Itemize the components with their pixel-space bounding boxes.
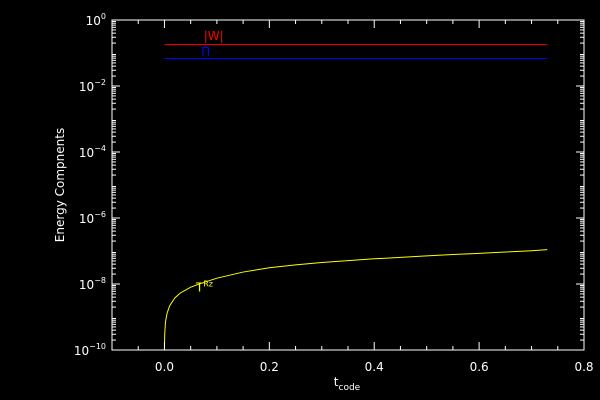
series-label-w: |W| (204, 29, 224, 43)
x-axis-label: tcode (334, 375, 361, 393)
x-axis-label-main: t (334, 375, 339, 389)
y-tick-label: 10−10 (74, 342, 106, 358)
y-tick-label: 100 (86, 12, 106, 28)
x-tick-label: 0.6 (470, 360, 489, 374)
series-label-series: Π (201, 45, 210, 59)
y-tick-label: 10−4 (79, 144, 106, 160)
x-axis-label-subscript: code (339, 383, 361, 393)
y-tick-label: 10−6 (79, 210, 106, 226)
series-line-t (163, 249, 548, 351)
y-tick-label: 10−2 (79, 78, 106, 94)
y-axis-label: Energy Compnents (53, 128, 67, 242)
x-tick-label: 0.4 (365, 360, 384, 374)
series-layer: |W| Π TRz (163, 29, 548, 351)
x-tick-label: 0.8 (574, 360, 593, 374)
tick-layer: 0.0 0.2 0.4 0.6 0.8 10−10 10−8 10−6 10−4 10−2 100 (74, 12, 594, 374)
y-tick-label: 10−8 (79, 276, 106, 292)
x-tick-label: 0.2 (260, 360, 279, 374)
x-tick-label: 0.0 (155, 360, 174, 374)
series-label-t: TRz (195, 279, 213, 294)
